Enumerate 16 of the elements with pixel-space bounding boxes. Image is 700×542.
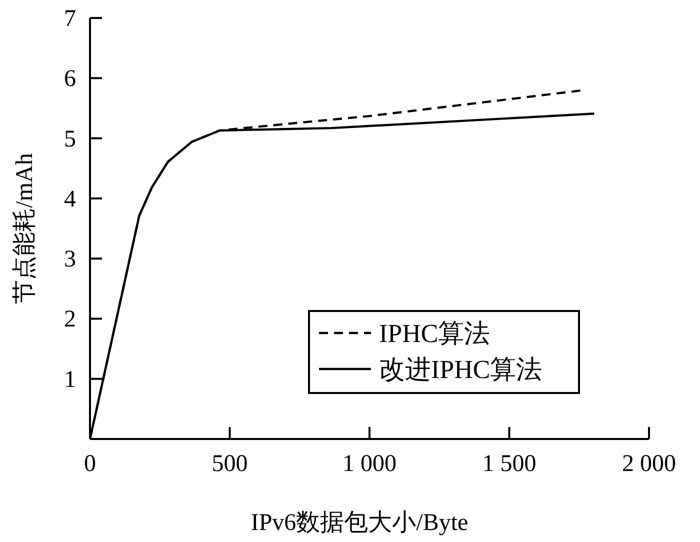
y-tick-label: 3 bbox=[64, 246, 76, 273]
x-axis-title: IPv6数据包大小/Byte bbox=[250, 510, 468, 536]
x-tick-label: 500 bbox=[212, 451, 248, 477]
y-tick-label: 2 bbox=[64, 306, 76, 333]
y-tick-label: 6 bbox=[64, 66, 76, 92]
x-tick-label: 0 bbox=[84, 451, 96, 477]
y-tick-label: 1 bbox=[64, 366, 76, 393]
y-axis-title: 节点能耗/mAh bbox=[12, 153, 38, 304]
x-tick-label: 1 500 bbox=[482, 451, 536, 477]
y-tick-label: 7 bbox=[64, 6, 76, 32]
legend-label: 改进IPHC算法 bbox=[379, 355, 542, 384]
legend-label: IPHC算法 bbox=[379, 319, 490, 348]
y-tick-label: 5 bbox=[64, 126, 76, 152]
x-tick-label: 2 000 bbox=[622, 451, 676, 477]
y-tick-label: 4 bbox=[64, 186, 76, 212]
x-tick-label: 1 000 bbox=[342, 451, 396, 477]
